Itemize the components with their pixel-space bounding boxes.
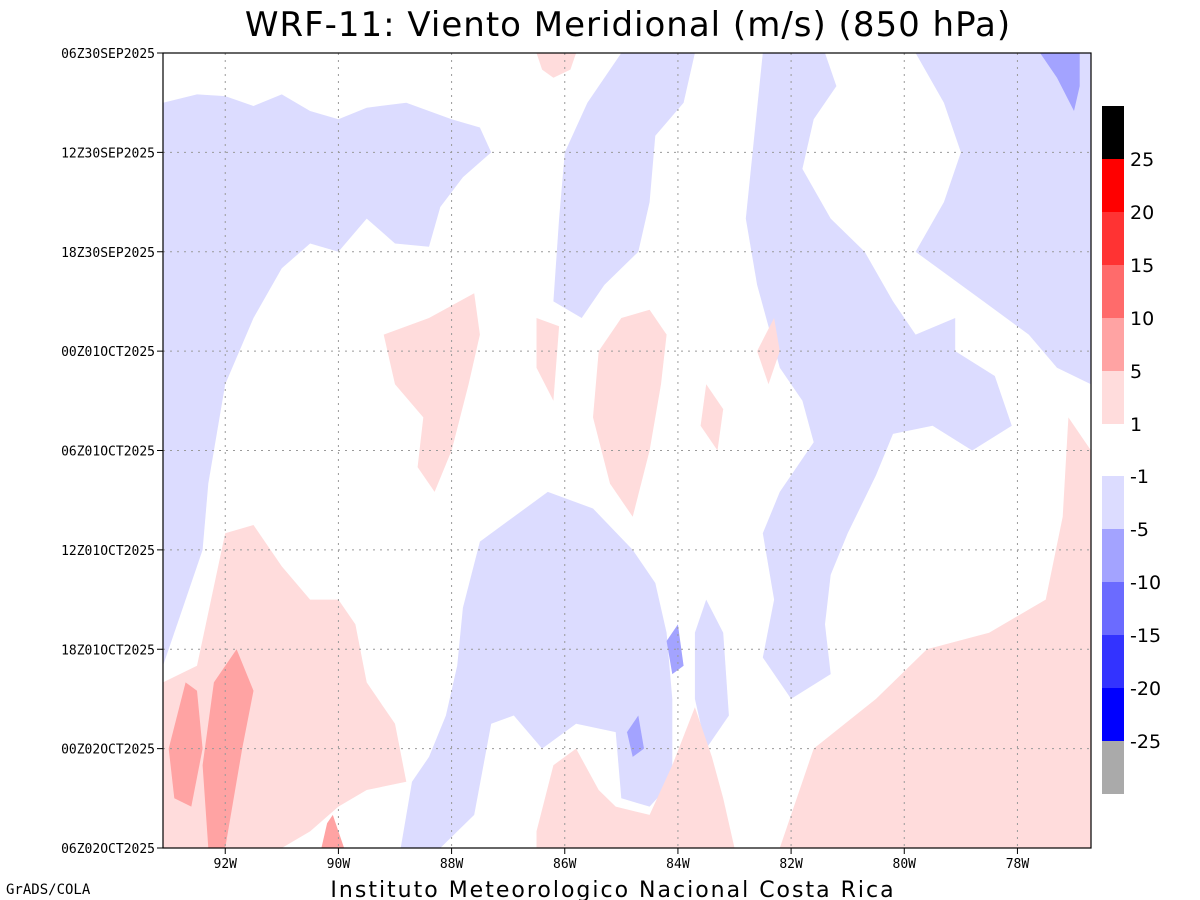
shaded-region-12	[536, 318, 560, 401]
y-tick-label: 06Z02OCT2025	[61, 842, 155, 857]
shaded-region-17	[779, 417, 1091, 848]
x-tick-label: 84W	[666, 857, 690, 872]
colorbar-swatch-positive	[1102, 159, 1124, 212]
colorbar-label-negative: -1	[1130, 466, 1149, 488]
y-tick-label: 00Z01OCT2025	[61, 345, 155, 360]
colorbar-swatch-positive	[1102, 265, 1124, 318]
y-tick-label: 06Z01OCT2025	[61, 445, 155, 460]
shaded-region-10	[383, 293, 480, 492]
colorbar-label-positive: 20	[1130, 202, 1154, 224]
colorbar-swatch-negative	[1102, 582, 1124, 635]
x-tick-label: 80W	[893, 857, 917, 872]
colorbar-label-positive: 15	[1130, 255, 1154, 277]
colorbar-label-negative: -25	[1130, 731, 1161, 753]
shaded-region-18	[168, 682, 203, 807]
colorbar-label-positive: 1	[1130, 414, 1142, 436]
shaded-region-0	[163, 94, 492, 666]
colorbar-label-negative: -5	[1130, 519, 1149, 541]
colorbar-swatch-negative	[1102, 476, 1124, 529]
grads-credit: GrADS/COLA	[6, 882, 91, 898]
shaded-region-20	[321, 814, 345, 848]
chart-title: WRF-11: Viento Meridional (m/s) (850 hPa…	[245, 5, 1011, 45]
shaded-region-14	[700, 384, 724, 451]
colorbar-swatch-negative	[1102, 741, 1124, 794]
y-axis: 06Z30SEP2025 12Z30SEP2025 18Z30SEP2025 00Z0…	[61, 47, 163, 857]
shaded-region-1	[553, 53, 695, 318]
shaded-region-13	[757, 318, 780, 385]
y-tick-label: 18Z01OCT2025	[61, 643, 155, 658]
colorbar-swatch-positive	[1102, 371, 1124, 424]
plot-area	[162, 52, 1092, 849]
institution-footer: Instituto Meteorologico Nacional Costa R…	[330, 878, 895, 900]
y-tick-label: 18Z30SEP2025	[61, 246, 155, 261]
shaded-region-8	[627, 715, 644, 757]
colorbar-legend: 25 20 15 10 5 1 -1 -5 -10 -15 -20 -25	[1102, 106, 1161, 794]
colorbar-swatch-negative	[1102, 529, 1124, 582]
x-tick-label: 90W	[327, 857, 351, 872]
colorbar-label-positive: 25	[1130, 149, 1154, 171]
y-tick-label: 12Z01OCT2025	[61, 544, 155, 559]
shaded-region-4	[400, 491, 673, 848]
x-tick-label: 86W	[553, 857, 577, 872]
x-axis: 92W 90W 88W 86W 84W 82W 80W 78W	[214, 848, 1030, 872]
shaded-region-11	[593, 309, 667, 517]
colorbar-label-positive: 5	[1130, 361, 1142, 383]
shaded-region-2	[745, 53, 1012, 699]
x-tick-label: 82W	[779, 857, 803, 872]
colorbar-swatch-positive	[1102, 318, 1124, 371]
colorbar-label-negative: -20	[1130, 678, 1161, 700]
shaded-regions	[163, 53, 1091, 848]
shaded-region-5	[694, 599, 729, 749]
shaded-region-3	[915, 53, 1091, 385]
colorbar-label-negative: -10	[1130, 572, 1161, 594]
y-tick-label: 00Z02OCT2025	[61, 743, 155, 758]
colorbar-label-negative: -15	[1130, 625, 1161, 647]
y-tick-label: 12Z30SEP2025	[61, 146, 155, 161]
colorbar-swatch-positive	[1102, 212, 1124, 265]
colorbar-label-positive: 10	[1130, 308, 1154, 330]
shaded-region-6	[1040, 53, 1080, 111]
x-tick-label: 78W	[1006, 857, 1030, 872]
colorbar-swatch-negative	[1102, 688, 1124, 741]
colorbar-swatch-positive	[1102, 106, 1124, 159]
shaded-region-16	[536, 707, 735, 848]
x-tick-label: 92W	[214, 857, 238, 872]
x-tick-label: 88W	[440, 857, 464, 872]
colorbar-swatch-negative	[1102, 635, 1124, 688]
shaded-region-9	[536, 53, 577, 78]
y-tick-label: 06Z30SEP2025	[61, 47, 155, 62]
grid-lines	[163, 53, 1091, 848]
shaded-region-19	[202, 649, 254, 848]
